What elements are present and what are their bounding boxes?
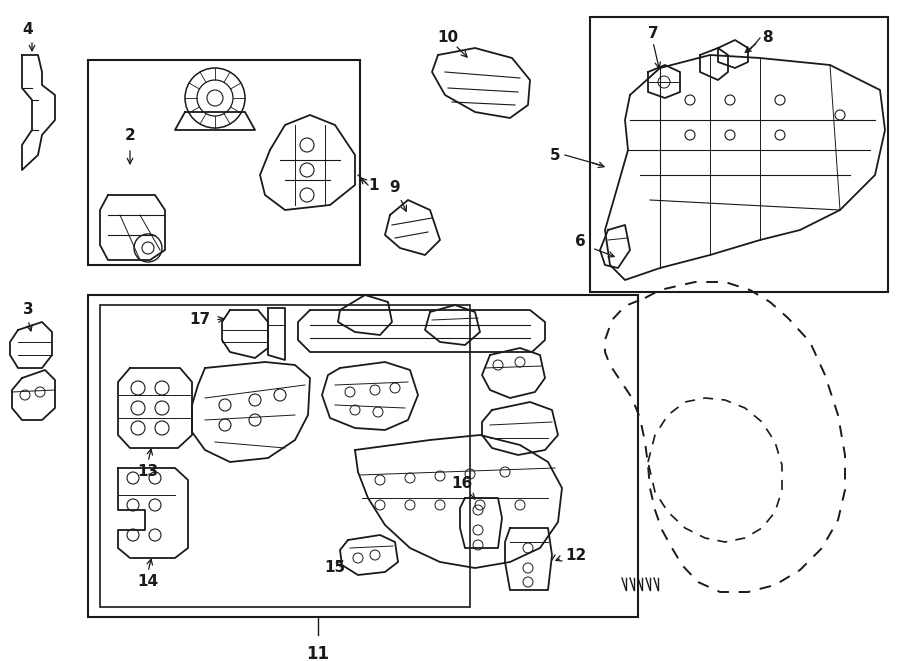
- Text: 14: 14: [138, 574, 158, 590]
- Text: 10: 10: [437, 30, 459, 44]
- Text: 16: 16: [452, 477, 472, 492]
- Text: 15: 15: [324, 561, 346, 576]
- Bar: [88, 295, 638, 617]
- Text: 9: 9: [390, 180, 400, 196]
- Bar: [88, 60, 360, 265]
- Text: 6: 6: [574, 235, 585, 249]
- Text: 7: 7: [648, 26, 658, 42]
- Text: 17: 17: [189, 313, 211, 327]
- Bar: [590, 17, 888, 292]
- Text: 3: 3: [22, 303, 33, 317]
- Text: 4: 4: [22, 22, 33, 38]
- Text: 11: 11: [307, 645, 329, 661]
- Text: 13: 13: [138, 465, 158, 479]
- Text: 1: 1: [368, 178, 379, 192]
- Bar: [100, 305, 470, 607]
- Text: 2: 2: [124, 128, 135, 143]
- Text: 5: 5: [550, 147, 561, 163]
- Text: 12: 12: [565, 547, 586, 563]
- Text: 8: 8: [762, 30, 772, 46]
